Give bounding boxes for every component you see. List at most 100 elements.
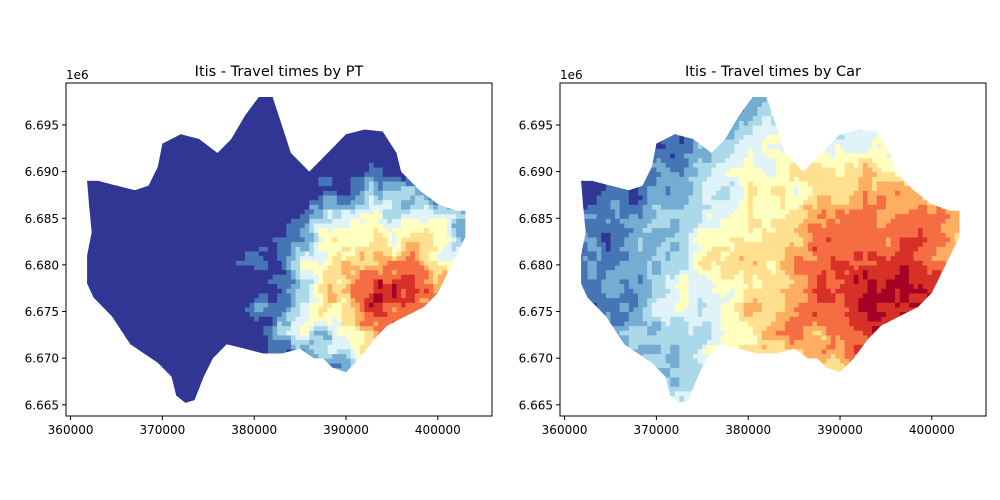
map-cell	[125, 246, 131, 252]
map-cell	[125, 320, 131, 327]
map-cell	[300, 311, 306, 317]
map-cell	[176, 213, 182, 219]
map-cell	[245, 325, 251, 331]
map-cell	[235, 316, 242, 322]
map-cell	[290, 274, 297, 280]
map-cell	[231, 339, 237, 345]
map-cell	[336, 353, 343, 359]
map-cell	[368, 241, 375, 247]
map-cell	[93, 278, 99, 285]
map-cell	[313, 171, 320, 177]
map-cell	[350, 302, 356, 308]
map-cell	[323, 185, 329, 191]
map-cell	[226, 162, 232, 168]
map-cell	[102, 208, 108, 215]
map-cell	[401, 180, 407, 187]
map-cell	[235, 213, 242, 219]
map-cell	[254, 311, 260, 317]
map-cell	[139, 255, 145, 261]
map-cell	[304, 250, 310, 257]
map-cell	[327, 316, 333, 322]
map-cell	[240, 204, 246, 210]
map-cell	[125, 278, 131, 285]
map-cell	[102, 250, 108, 257]
map-cell	[378, 176, 384, 182]
map-cell	[414, 190, 421, 196]
map-cell	[350, 176, 356, 182]
map-cell	[401, 236, 407, 243]
map-cell	[199, 143, 205, 149]
map-cell	[346, 348, 352, 355]
map-cell	[162, 148, 168, 154]
map-cell	[176, 292, 182, 299]
map-cell	[373, 311, 379, 317]
map-cell	[245, 218, 251, 224]
map-cell	[102, 241, 108, 247]
map-cell	[144, 325, 150, 331]
map-cell	[226, 232, 232, 238]
map-cell	[222, 325, 228, 331]
map-cell	[286, 316, 292, 322]
map-cell	[350, 166, 356, 173]
map-cell	[189, 381, 196, 387]
map-cell	[130, 330, 136, 336]
map-cell	[396, 306, 402, 313]
map-cell	[405, 241, 411, 247]
map-cell	[281, 316, 287, 322]
map-cell	[194, 334, 200, 341]
map-cell	[171, 255, 177, 261]
map-cell	[166, 236, 173, 243]
map-cell	[346, 297, 352, 303]
map-cell	[217, 171, 223, 177]
map-cell	[272, 278, 278, 285]
map-cell	[176, 143, 182, 149]
map-cell	[313, 250, 320, 257]
map-cell	[286, 176, 292, 182]
map-cell	[254, 227, 260, 233]
map-cell	[240, 330, 246, 336]
map-cell	[98, 292, 104, 299]
map-cell	[88, 264, 95, 271]
map-cell	[217, 213, 223, 219]
map-cell	[267, 97, 274, 103]
map-cell	[341, 274, 347, 280]
map-cell	[171, 250, 177, 257]
map-cell	[153, 358, 159, 364]
map-cell	[286, 232, 292, 238]
map-cell	[378, 204, 384, 210]
map-cell	[180, 325, 186, 331]
map-cell	[373, 138, 379, 145]
map-cell	[125, 302, 131, 308]
map-cell	[327, 208, 333, 215]
map-cell	[364, 232, 370, 238]
map-cell	[217, 204, 223, 210]
map-cell	[332, 236, 338, 243]
map-cell	[194, 227, 200, 233]
map-cell	[185, 362, 191, 369]
map-cell	[139, 344, 145, 350]
map-cell	[313, 236, 320, 243]
map-cell	[346, 260, 352, 266]
map-cell	[295, 171, 301, 177]
map-cell	[111, 283, 118, 289]
map-cell	[368, 129, 375, 135]
map-cell	[341, 222, 347, 229]
map-cell	[245, 246, 251, 252]
map-cell	[263, 283, 269, 289]
map-cell	[222, 241, 228, 247]
map-cell	[185, 260, 191, 266]
map-cell	[323, 190, 329, 196]
map-cell	[277, 334, 283, 341]
map-cell	[148, 269, 154, 275]
map-cell	[212, 278, 219, 285]
map-cell	[359, 218, 365, 224]
map-cell	[391, 213, 398, 219]
map-cell	[382, 306, 388, 313]
map-cell	[235, 288, 242, 294]
map-cell	[313, 283, 320, 289]
map-cell	[189, 325, 196, 331]
map-cell	[217, 190, 223, 196]
map-cell	[336, 306, 343, 313]
map-cell	[212, 260, 219, 266]
map-cell	[281, 190, 287, 196]
